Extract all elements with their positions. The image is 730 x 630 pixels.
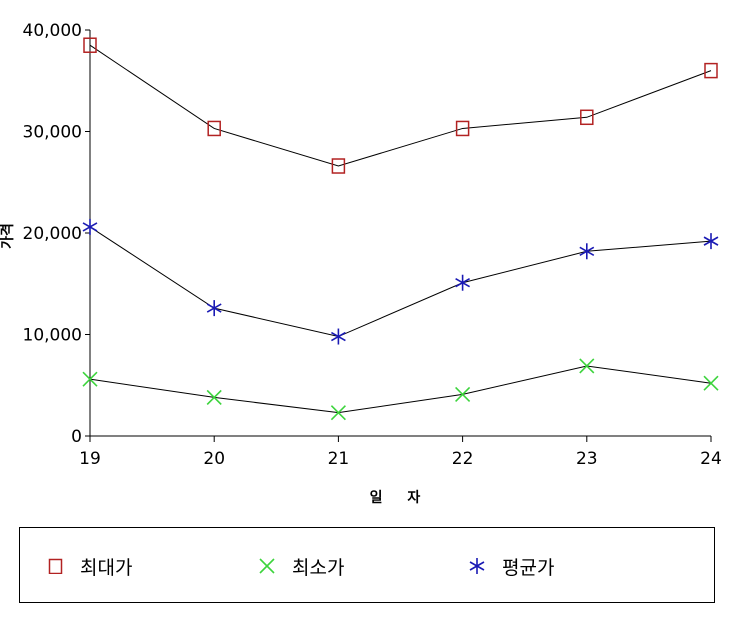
data-point-stroke	[703, 375, 719, 391]
series-layer	[82, 37, 719, 421]
axes: 0 10,000 20,000 30,000 40,000 19 20 21 22 23 24	[23, 21, 722, 469]
y-tick-label: 30,000	[23, 123, 82, 143]
data-point	[703, 233, 719, 250]
y-axis-title: 가격	[0, 223, 16, 249]
data-point-stroke	[82, 371, 98, 387]
y-tick-label: 10,000	[23, 326, 82, 346]
x-marker-icon	[259, 558, 275, 574]
data-point-stroke	[455, 386, 471, 402]
series-2	[82, 358, 719, 421]
x-tick-label: 19	[79, 449, 101, 469]
series-line	[89, 226, 712, 338]
y-tick-label: 0	[71, 427, 82, 447]
data-point	[704, 62, 718, 79]
data-point	[83, 37, 97, 53]
series-line	[89, 44, 712, 167]
series-1	[83, 37, 718, 174]
data-point-stroke	[206, 389, 222, 405]
data-point	[455, 386, 471, 402]
data-point-stroke	[579, 246, 595, 256]
data-point	[82, 218, 98, 235]
data-point-stroke	[703, 236, 719, 246]
data-point	[579, 243, 595, 260]
x-tick-label: 22	[452, 449, 474, 469]
x-axis-title: 일 자	[370, 490, 431, 506]
legend-item-min: 최소가	[258, 528, 344, 604]
legend-label-max: 최대가	[80, 556, 133, 579]
series-line	[89, 365, 712, 414]
data-point-stroke	[206, 303, 222, 313]
x-tick-label: 20	[203, 449, 225, 469]
asterisk-marker-icon	[469, 558, 485, 574]
data-point	[455, 274, 470, 291]
data-point	[207, 120, 221, 137]
legend-label-min: 최소가	[292, 556, 345, 579]
legend-label-avg: 평균가	[502, 556, 555, 579]
legend: 최대가 최소가 평균가	[19, 527, 715, 603]
data-point	[330, 405, 346, 421]
data-point-stroke	[330, 405, 346, 421]
data-point	[82, 371, 98, 387]
data-point	[206, 300, 222, 317]
y-tick-label: 40,000	[23, 21, 82, 41]
legend-item-avg: 평균가	[468, 528, 554, 604]
data-point-stroke	[579, 358, 595, 374]
data-point-stroke	[455, 278, 470, 288]
data-point	[703, 375, 719, 391]
data-point-stroke	[82, 222, 98, 232]
data-point	[331, 328, 346, 345]
legend-item-max: 최대가	[48, 528, 132, 604]
data-point	[579, 358, 595, 374]
y-tick-label: 20,000	[23, 224, 82, 244]
data-point	[455, 120, 470, 137]
series-3	[82, 218, 719, 345]
data-point	[580, 109, 594, 126]
x-tick-label: 21	[328, 449, 350, 469]
x-tick-label: 24	[700, 449, 722, 469]
data-point-stroke	[331, 331, 346, 342]
data-point	[331, 158, 346, 174]
data-point	[206, 389, 222, 405]
x-tick-label: 23	[576, 449, 598, 469]
square-marker-icon	[48, 558, 63, 574]
